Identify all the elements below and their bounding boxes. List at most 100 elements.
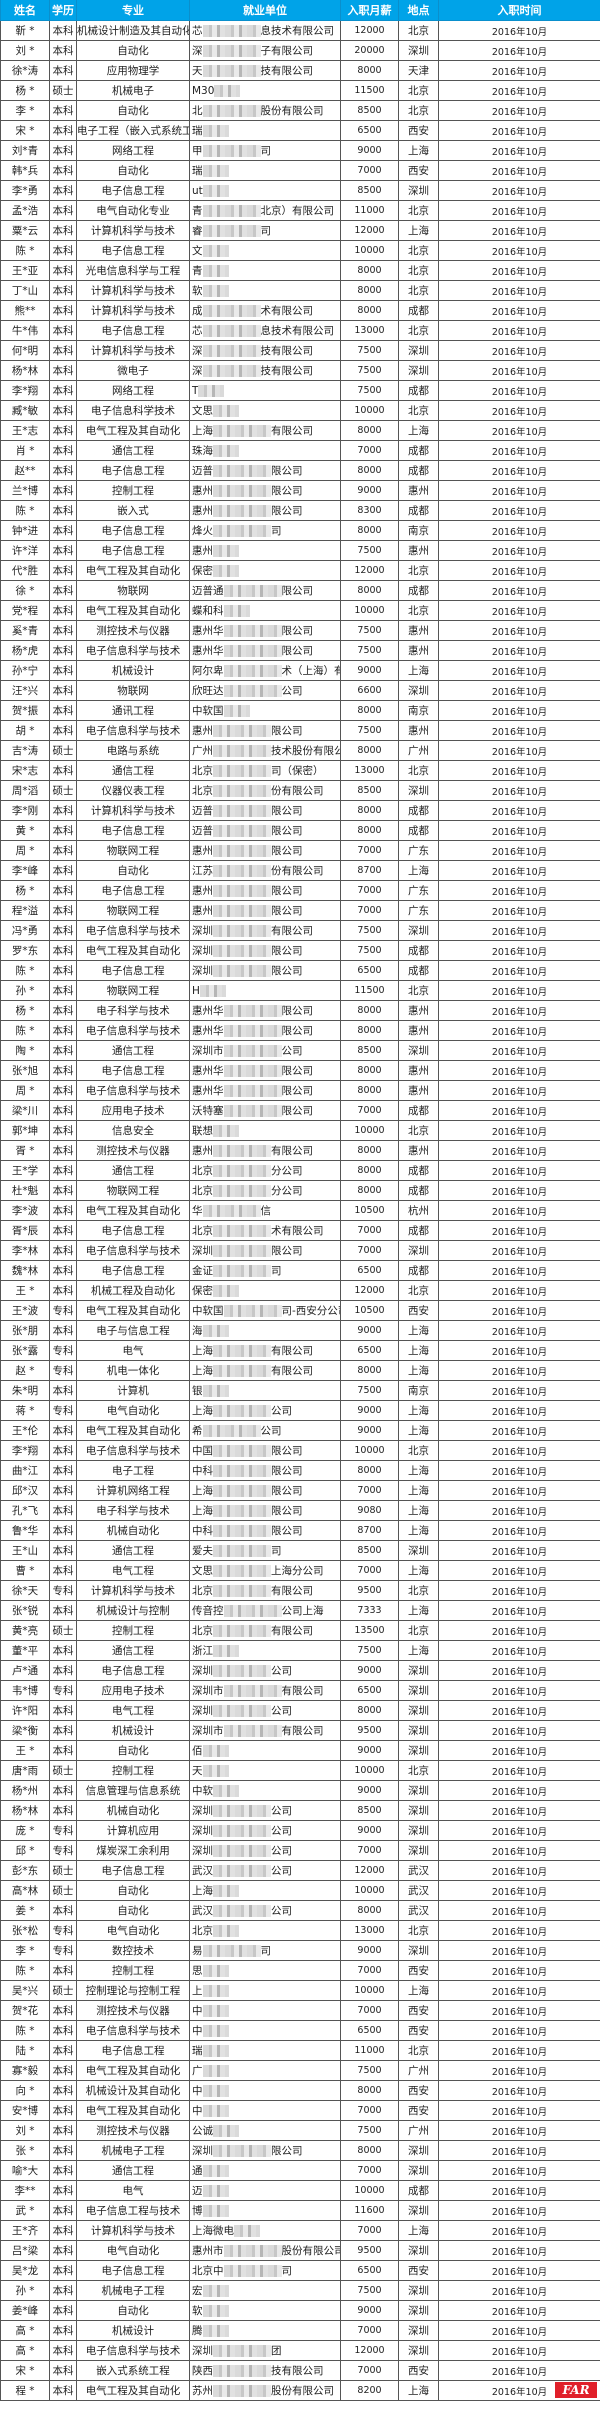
cell-major: 计算机应用 [76, 1820, 190, 1841]
cell-salary: 7000 [340, 1240, 399, 1261]
cell-name: 吕*梁 [0, 2240, 50, 2261]
table-row: 代*胜 本科 电气工程及其自动化 保密 12000 北京 2016年10月 [0, 560, 600, 581]
cell-date: 2016年10月 [438, 640, 600, 661]
redacted-blur [213, 1665, 271, 1677]
cell-salary: 7000 [340, 840, 399, 861]
cell-date: 2016年10月 [438, 660, 600, 681]
cell-name: 寡*毅 [0, 2060, 50, 2081]
cell-company: 深圳 限公司 [189, 2140, 341, 2161]
redacted-blur [202, 2105, 229, 2117]
cell-location: 上海 [398, 1500, 439, 1521]
redacted-blur [223, 625, 282, 637]
company-visible-prefix: 中软国 [192, 1305, 224, 1317]
cell-major: 物联网工程 [76, 900, 190, 921]
cell-location: 成都 [398, 1100, 439, 1121]
cell-salary: 9500 [340, 2240, 399, 2261]
cell-name: 宋*志 [0, 760, 50, 781]
redacted-blur [202, 45, 261, 57]
redacted-blur [213, 525, 271, 537]
cell-major: 数控技术 [76, 1940, 190, 1961]
cell-major: 电子信息工程 [76, 1660, 190, 1681]
cell-education: 本科 [49, 1800, 77, 1821]
cell-education: 本科 [49, 420, 77, 441]
cell-company: 华信 [189, 1200, 341, 1221]
cell-location: 南京 [398, 700, 439, 721]
cell-education: 本科 [49, 240, 77, 261]
cell-date: 2016年10月 [438, 900, 600, 921]
redacted-blur [223, 1725, 282, 1737]
cell-education: 本科 [49, 2380, 77, 2401]
cell-location: 广东 [398, 840, 439, 861]
cell-major: 控制工程 [76, 480, 190, 501]
cell-education: 本科 [49, 920, 77, 941]
cell-location: 成都 [398, 1220, 439, 1241]
company-visible-prefix: 华 [192, 1205, 203, 1217]
company-visible-prefix: 深圳市 [192, 1725, 224, 1737]
redacted-blur [213, 445, 239, 457]
cell-major: 应用电子技术 [76, 1100, 190, 1121]
cell-location: 成都 [398, 2180, 439, 2201]
cell-date: 2016年10月 [438, 180, 600, 201]
cell-date: 2016年10月 [438, 600, 600, 621]
cell-company: 惠州 限公司 [189, 720, 341, 741]
company-visible-prefix: 珠海 [192, 445, 213, 457]
redacted-blur [213, 565, 239, 577]
cell-location: 深圳 [398, 40, 439, 61]
cell-major: 电子信息工程 [76, 1220, 190, 1241]
cell-date: 2016年10月 [438, 1320, 600, 1341]
redacted-blur [202, 165, 229, 177]
cell-education: 本科 [49, 760, 77, 781]
cell-salary: 7500 [340, 620, 399, 641]
cell-company: 文思 [189, 400, 341, 421]
cell-location: 成都 [398, 960, 439, 981]
cell-date: 2016年10月 [438, 1800, 600, 1821]
cell-date: 2016年10月 [438, 1140, 600, 1161]
cell-education: 本科 [49, 220, 77, 241]
cell-location: 深圳 [398, 780, 439, 801]
cell-salary: 7000 [340, 2160, 399, 2181]
cell-company: 惠州 限公司 [189, 900, 341, 921]
cell-education: 本科 [49, 180, 77, 201]
cell-education: 专科 [49, 1680, 77, 1701]
cell-company: 惠州 限公司 [189, 500, 341, 521]
company-visible-suffix: 有限公司 [271, 1625, 313, 1637]
company-visible-prefix: 蝶和科 [192, 605, 224, 617]
cell-major: 电子工程 [76, 1460, 190, 1481]
cell-location: 西安 [398, 2260, 439, 2281]
header-education: 学历 [49, 0, 77, 21]
cell-salary: 9000 [340, 2300, 399, 2321]
table-row: 蒋 * 专科 电气自动化 上海 公司 9000 上海 2016年10月 [0, 1400, 600, 1421]
redacted-blur [213, 865, 271, 877]
cell-salary: 8000 [340, 1180, 399, 1201]
cell-name: 牛*伟 [0, 320, 50, 341]
cell-location: 深圳 [398, 2160, 439, 2181]
cell-date: 2016年10月 [438, 440, 600, 461]
company-visible-prefix: 佰 [192, 1745, 203, 1757]
cell-education: 本科 [49, 2180, 77, 2201]
cell-date: 2016年10月 [438, 700, 600, 721]
table-row: 刘 * 本科 测控技术与仪器 公诚 7500 广州 2016年10月 [0, 2120, 600, 2141]
cell-location: 深圳 [398, 2340, 439, 2361]
cell-education: 硕士 [49, 1760, 77, 1781]
cell-salary: 8500 [340, 1040, 399, 1061]
cell-major: 光电信息科学与工程 [76, 260, 190, 281]
cell-salary: 8000 [340, 460, 399, 481]
cell-location: 北京 [398, 560, 439, 581]
table-row: 牛*伟 本科 电子信息工程芯 息技术有限公司 13000 北京 2016年10月 [0, 320, 600, 341]
table-row: 许*洋 本科 电子信息工程 惠州 7500 惠州 2016年10月 [0, 540, 600, 561]
cell-education: 本科 [49, 1280, 77, 1301]
cell-education: 本科 [49, 460, 77, 481]
cell-company: 惠州 限公司 [189, 880, 341, 901]
logo-text: FAR [562, 2383, 590, 2397]
cell-salary: 9000 [340, 1400, 399, 1421]
cell-company: 深圳 团 [189, 2340, 341, 2361]
cell-salary: 6500 [340, 1260, 399, 1281]
cell-name: 代*胜 [0, 560, 50, 581]
cell-company: 深圳 公司 [189, 1700, 341, 1721]
table-row: 鲁*华 本科 机械自动化 中科 限公司 8700 上海 2016年10月 [0, 1520, 600, 1541]
company-visible-prefix: 惠州华 [192, 1005, 224, 1017]
cell-salary: 6500 [340, 120, 399, 141]
header-name: 姓名 [0, 0, 50, 21]
company-visible-suffix: 限公司 [281, 1025, 314, 1037]
